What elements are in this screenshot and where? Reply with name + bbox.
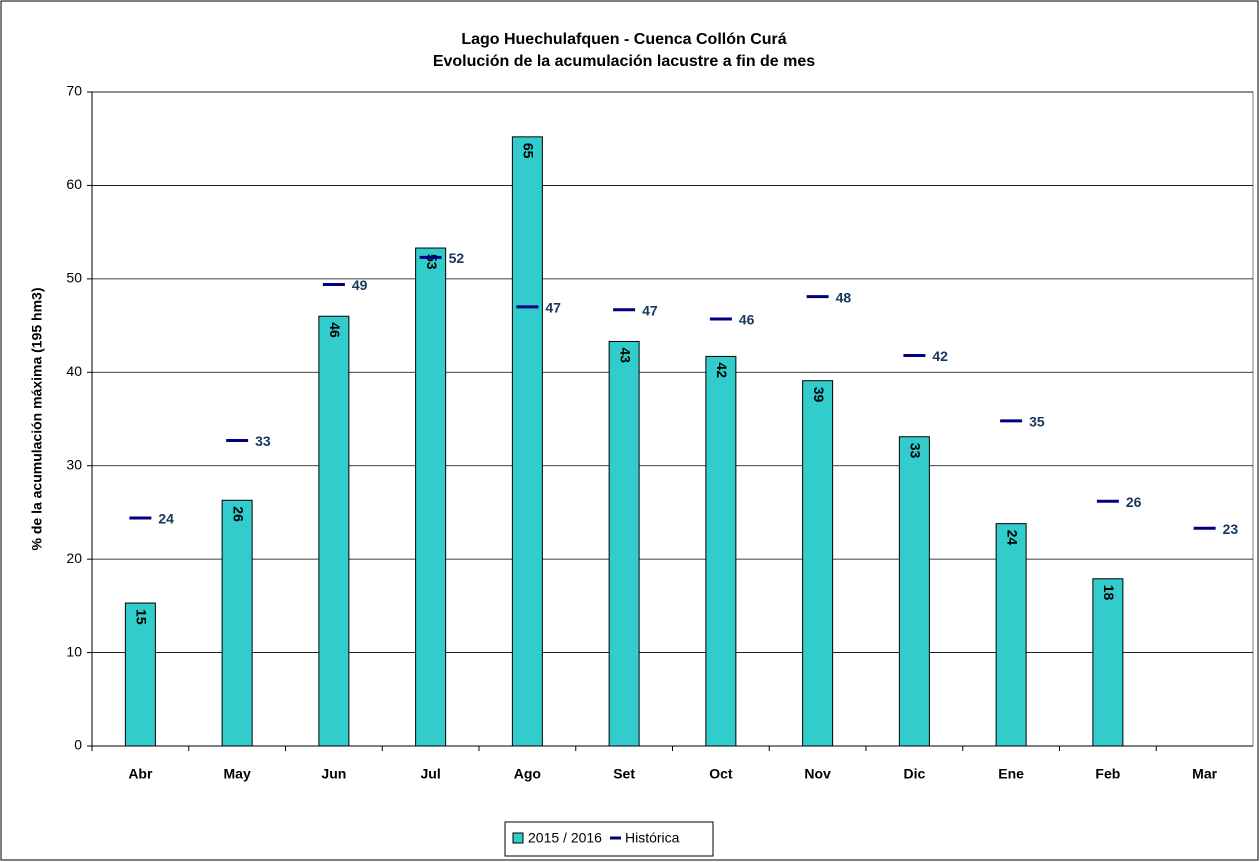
bar-value-label: 26 [230, 506, 246, 522]
marker-value-label: 35 [1029, 414, 1045, 430]
x-tick-label: Abr [128, 766, 153, 782]
x-tick-label: Ene [998, 766, 1024, 782]
y-tick-label: 50 [66, 270, 82, 286]
marker-value-label: 42 [932, 348, 948, 364]
bar-value-label: 65 [521, 143, 537, 159]
chart-subtitle: Evolución de la acumulación lacustre a f… [433, 53, 815, 70]
marker-value-label: 24 [158, 511, 174, 527]
bar-value-label: 39 [811, 387, 827, 403]
x-tick-label: Jul [421, 766, 441, 782]
x-tick-label: Nov [804, 766, 831, 782]
marker-value-label: 47 [545, 300, 561, 316]
bar [705, 355, 737, 747]
bar [608, 340, 640, 747]
bar [124, 602, 156, 747]
marker-value-label: 26 [1126, 494, 1142, 510]
x-tick-label: Set [613, 766, 635, 782]
x-tick-label: Dic [903, 766, 925, 782]
legend: 2015 / 2016 Histórica [504, 821, 714, 857]
bar [802, 380, 834, 747]
bar-value-label: 42 [714, 362, 730, 378]
y-tick-label: 30 [66, 456, 82, 472]
legend-swatch [512, 832, 524, 844]
bar-value-label: 24 [1004, 530, 1020, 546]
legend-label: Histórica [625, 830, 680, 846]
y-tick-label: 20 [66, 550, 82, 566]
marker-value-label: 23 [1223, 521, 1239, 537]
bar-value-label: 46 [327, 322, 343, 338]
bar-value-label: 15 [134, 609, 150, 625]
marker-value-label: 49 [352, 277, 368, 293]
bar-value-label: 18 [1101, 585, 1117, 601]
marker-value-label: 33 [255, 433, 271, 449]
legend-box [504, 821, 714, 857]
x-tick-label: Mar [1192, 766, 1217, 782]
bar [995, 523, 1027, 747]
bar [415, 247, 447, 747]
x-tick-label: Feb [1095, 766, 1120, 782]
bar [318, 315, 350, 747]
plot-area [91, 91, 1254, 747]
bar [1092, 578, 1124, 747]
bar-value-label: 33 [908, 443, 924, 459]
chart-title: Lago Huechulafquen - Cuenca Collón Curá [461, 31, 786, 48]
bar-value-label: 43 [617, 347, 633, 363]
y-tick-label: 0 [74, 737, 82, 753]
marker-value-label: 52 [449, 250, 465, 266]
y-tick-label: 70 [66, 83, 82, 99]
y-tick-label: 60 [66, 176, 82, 192]
bar [511, 136, 543, 747]
bar [221, 499, 253, 747]
x-tick-label: May [224, 766, 251, 782]
marker-value-label: 46 [739, 312, 755, 328]
marker-value-label: 47 [642, 302, 658, 318]
x-tick-label: Jun [321, 766, 346, 782]
marker-value-label: 48 [836, 289, 852, 305]
y-axis-label: % de la acumulación máxima (195 hm3) [29, 288, 45, 551]
legend-label: 2015 / 2016 [528, 830, 602, 846]
y-tick-label: 10 [66, 643, 82, 659]
bar [898, 436, 930, 747]
x-tick-label: Oct [709, 766, 733, 782]
x-tick-label: Ago [514, 766, 541, 782]
y-tick-label: 40 [66, 363, 82, 379]
